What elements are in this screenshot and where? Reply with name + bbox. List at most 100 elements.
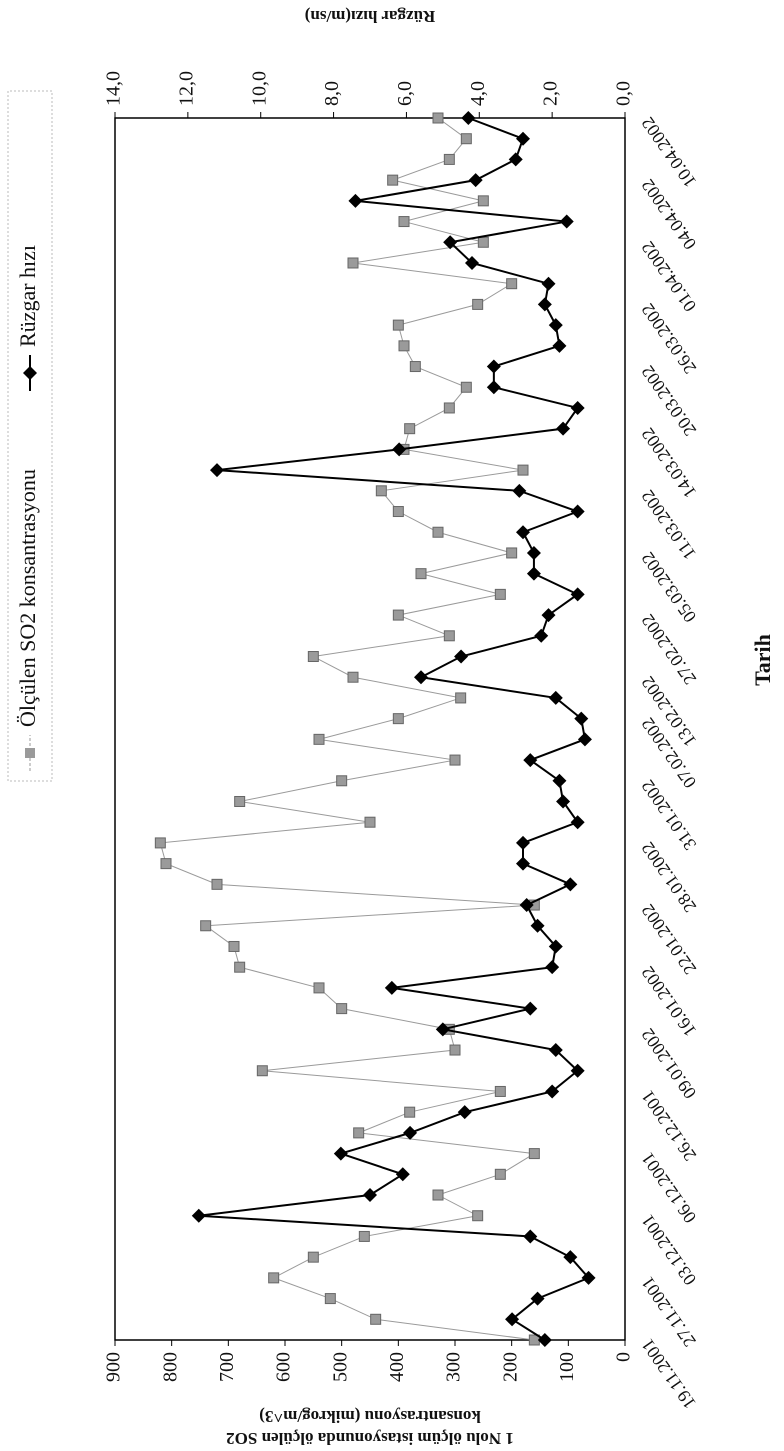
wind-marker [534,628,549,643]
so2-marker [307,1251,319,1263]
wind-marker [563,877,578,892]
wind-marker [414,670,428,685]
so2-marker [392,609,404,621]
so2-marker [234,795,246,807]
wind-marker [486,359,501,374]
wind-marker [191,1208,206,1223]
wind-marker [526,545,541,560]
so2-marker [443,153,455,165]
so2-marker [234,961,246,973]
y-tick-label: 100 [556,1352,578,1382]
so2-marker [432,112,444,124]
wind-marker [210,463,224,478]
legend-box [7,90,53,782]
wind-marker [523,1001,538,1016]
wind-marker [548,1043,563,1058]
wind-marker [545,1084,560,1099]
wind-marker [548,318,563,333]
wind-marker [563,1250,578,1265]
wind-marker [454,649,469,664]
wind-marker [548,690,563,705]
wind-marker [363,1188,377,1203]
so2-marker [364,816,376,828]
wind-marker [333,1146,348,1161]
x-tick-label: 19.11.2001 [637,1335,699,1412]
so2-marker [455,692,467,704]
so2-marker [460,381,472,393]
wind-marker [570,587,585,602]
wind-marker [516,525,530,540]
wind-marker [435,1022,450,1037]
so2-marker [211,878,223,890]
wind-marker [465,255,479,270]
y-tick-label: 200 [499,1352,521,1382]
wind-marker [516,856,530,871]
wind-marker [530,918,545,933]
wind-marker [457,1105,472,1120]
so2-marker [506,547,518,559]
so2-marker [477,236,489,248]
so2-marker [506,278,518,290]
so2-marker [443,402,455,414]
wind-marker [570,815,585,830]
so2-marker [154,837,166,849]
so2-marker [517,464,529,476]
wind-marker [552,773,567,788]
wind-marker [468,173,483,188]
legend-marker [23,366,37,380]
y2-tick-label: 8,0 [321,81,343,106]
wind-marker [526,566,541,581]
so2-marker [443,630,455,642]
x-axis-title: Tarih [750,634,775,686]
wind-marker [541,276,556,291]
y-axis-title: 1 Nolu ölçüm istasyonunda ölçülen SO2 [226,1429,514,1448]
so2-marker [392,319,404,331]
so2-marker [398,216,410,228]
y-tick-label: 600 [273,1352,295,1382]
so2-marker [432,526,444,538]
so2-marker [387,174,399,186]
so2-marker [313,982,325,994]
so2-marker [268,1272,280,1284]
wind-marker [395,1167,410,1182]
wind-marker [570,504,585,519]
y2-tick-label: 2,0 [540,81,562,106]
so2-marker [404,1106,416,1118]
so2-marker [307,651,319,663]
wind-marker [581,1270,596,1285]
wind-marker [537,1333,552,1347]
so2-marker [472,298,484,310]
wind-marker [570,1063,585,1078]
y2-tick-label: 0,0 [613,81,635,106]
y-tick-label: 400 [386,1352,408,1382]
legend-label: Ölçülen SO2 konsantrasyonu [15,469,40,727]
wind-marker [516,835,530,850]
so2-marker [358,1230,370,1242]
so2-marker [432,1189,444,1201]
so2-marker [404,423,416,435]
wind-marker [552,338,567,353]
wind-marker [461,111,476,125]
wind-marker [486,380,501,395]
y2-tick-label: 14,0 [103,71,125,106]
so2-marker [256,1065,268,1077]
so2-marker [336,1003,348,1015]
so2-marker [392,506,404,518]
wind-marker [556,421,571,436]
wind-marker [505,1312,520,1327]
so2-marker [313,733,325,745]
y2-axis-title: Rüzgar hızı(m/sn) [305,7,436,26]
so2-marker [460,133,472,145]
so2-marker [336,775,348,787]
so2-marker [472,1210,484,1222]
plot-frame [114,117,626,1341]
so2-marker [347,257,359,269]
y-tick-label: 900 [103,1352,125,1382]
so2-marker [370,1313,382,1325]
wind-marker [384,980,399,995]
so2-marker [477,195,489,207]
wind-marker [541,608,556,623]
wind-marker [559,214,574,229]
wind-marker [512,483,527,498]
